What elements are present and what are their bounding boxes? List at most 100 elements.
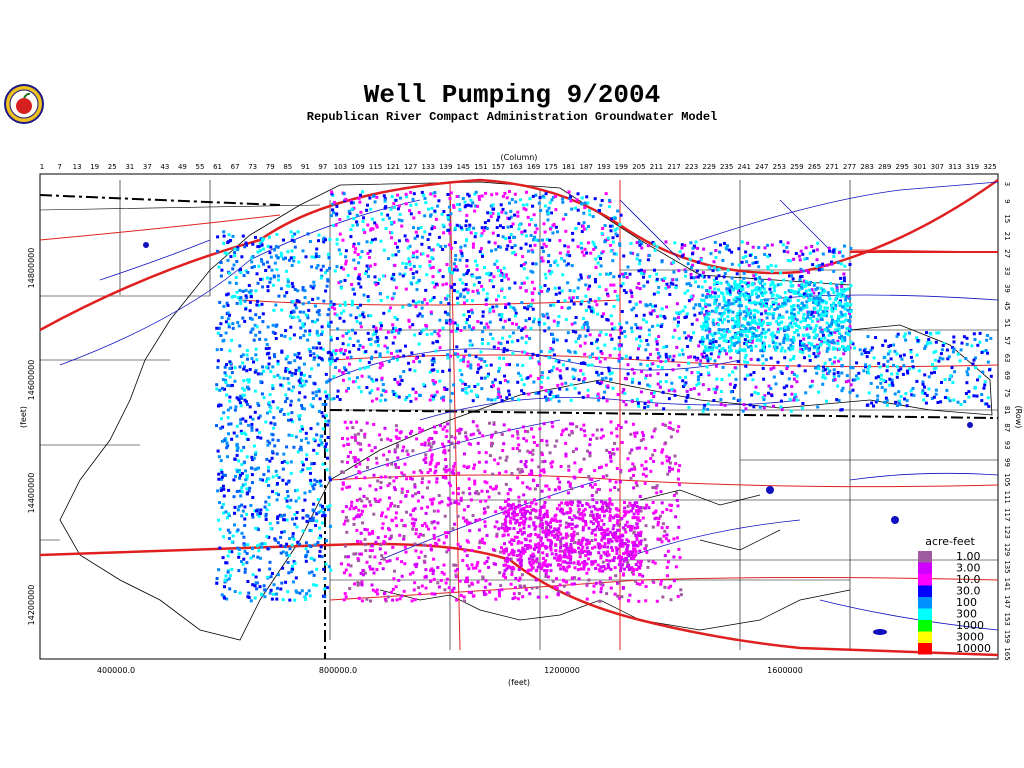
pumping-cell [879,373,883,377]
pumping-cell [558,480,562,484]
pumping-cell [275,492,279,495]
pumping-cell [611,259,615,263]
pumping-cell [313,483,317,487]
pumping-cell [571,375,575,379]
pumping-cell [249,292,253,296]
pumping-cell [490,444,493,448]
pumping-cell [512,306,516,310]
pumping-cell [356,253,360,256]
pumping-cell [528,197,532,201]
pumping-cell [500,287,504,291]
pumping-cell [239,418,243,422]
pumping-cell [659,314,663,318]
pumping-cell [578,555,582,559]
pumping-cell [452,383,456,387]
pumping-cell [481,310,485,314]
pumping-cell [642,433,645,437]
pumping-cell [374,326,378,330]
pumping-cell [222,338,226,342]
pumping-cell [603,357,607,361]
pumping-cell [394,462,397,466]
pumping-cell [618,243,622,247]
pumping-cell [269,245,273,249]
pumping-cell [318,397,322,401]
pumping-cell [421,353,425,357]
pumping-cell [493,458,497,462]
pumping-cell [468,529,472,533]
pumping-cell [651,324,654,328]
pumping-cell [326,436,330,439]
pumping-cell [416,314,420,318]
pumping-cell [623,330,626,333]
pumping-cell [660,526,664,530]
pumping-cell [652,486,656,489]
pumping-cell [496,462,500,466]
pumping-cell [643,538,647,542]
pumping-cell [266,439,270,443]
pumping-cell [610,337,614,341]
pumping-cell [814,311,818,314]
pumping-cell [426,254,430,258]
pumping-cell [609,456,613,460]
pumping-cell [531,298,535,302]
pumping-cell [270,572,274,575]
pumping-cell [706,356,710,360]
pumping-cell [504,576,507,580]
pumping-cell [780,408,784,412]
pumping-cell [976,378,979,382]
pumping-cell [247,591,251,595]
pumping-cell [369,567,373,571]
pumping-cell [683,316,687,319]
pumping-cell [815,258,819,262]
pumping-cell [304,255,308,259]
pumping-cell [267,484,271,487]
pumping-cell [219,322,223,326]
pumping-cell [281,478,285,482]
pumping-cell [310,367,314,371]
pumping-cell [801,269,805,273]
pumping-cell [353,457,357,461]
pumping-cell [549,347,553,350]
pumping-cell [372,473,376,477]
pumping-cell [297,379,301,383]
pumping-cell [947,355,951,359]
pumping-cell [511,447,515,451]
pumping-cell [575,425,579,429]
pumping-cell [605,272,609,276]
pumping-cell [292,255,296,259]
pumping-cell [473,385,477,388]
pumping-cell [445,535,449,538]
pumping-cell [762,406,766,410]
pumping-cell [411,299,415,303]
pumping-cell [588,333,592,337]
pumping-cell [312,573,316,577]
pumping-cell [803,326,807,330]
pumping-cell [499,584,503,588]
pumping-cell [958,359,962,363]
pumping-cell [497,591,501,595]
pumping-cell [569,199,573,203]
pumping-cell [796,291,800,295]
pumping-cell [588,477,592,481]
pumping-cell [320,274,324,278]
pumping-cell [436,204,440,208]
pumping-cell [699,373,703,377]
pumping-cell [282,238,285,242]
pumping-cell [342,309,346,313]
pumping-cell [782,278,786,282]
pumping-cell [639,439,643,443]
pumping-cell [648,384,652,388]
pumping-cell [878,365,882,369]
pumping-cell [692,306,696,310]
pumping-cell [250,357,254,361]
pumping-cell [419,550,423,554]
pumping-cell [877,361,881,365]
pumping-cell [309,427,313,431]
pumping-cell [291,564,294,568]
pumping-cell [608,353,612,357]
pumping-cell [285,499,289,503]
pumping-cell [267,503,271,507]
pumping-cell [332,397,336,401]
pumping-cell [617,359,621,363]
pumping-cell [226,303,230,307]
